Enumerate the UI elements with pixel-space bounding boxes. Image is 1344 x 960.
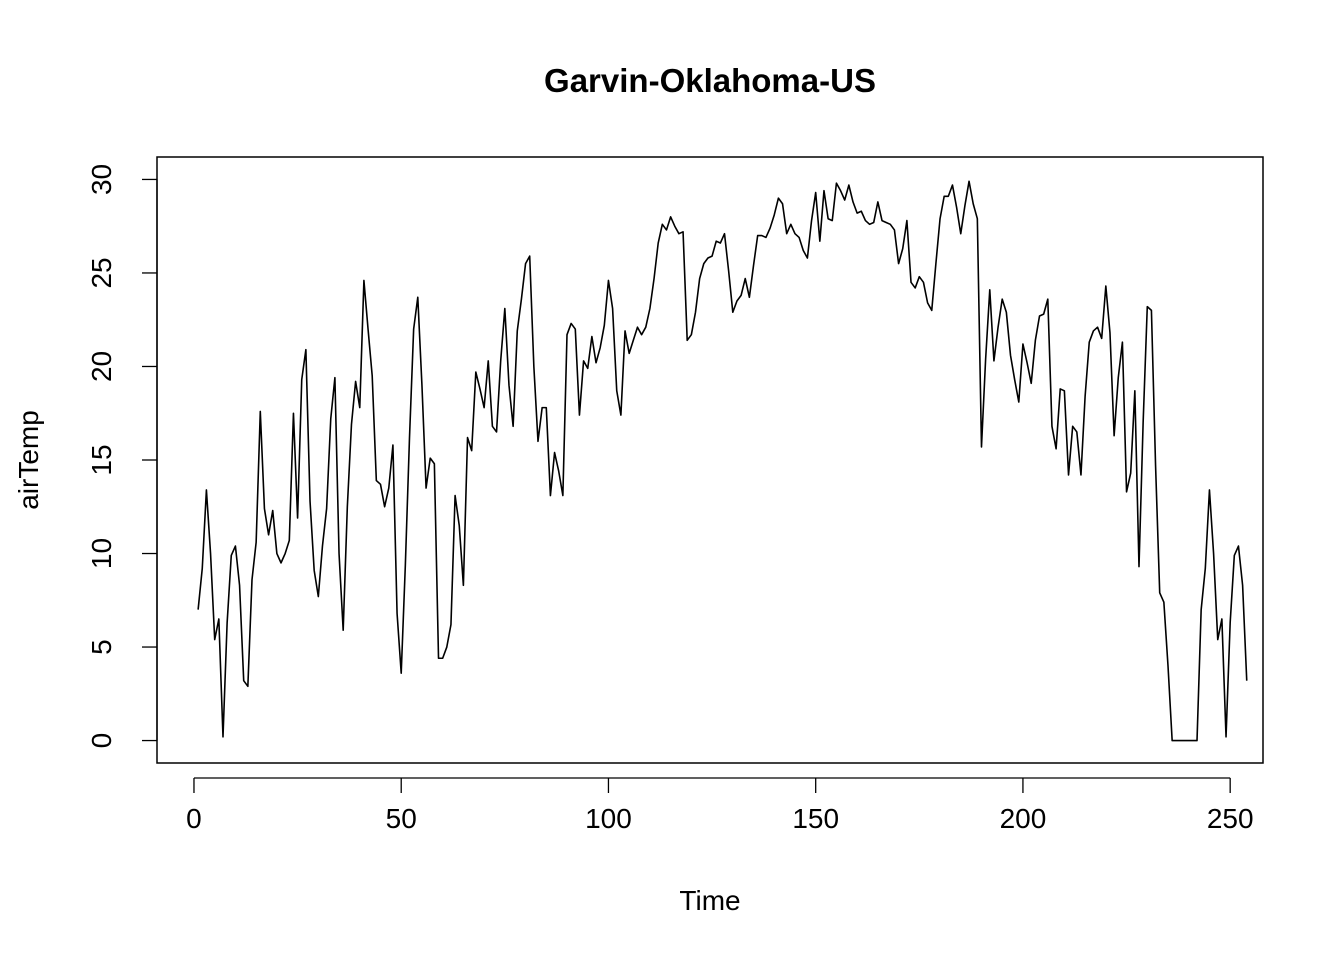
y-tick-label: 10	[86, 538, 117, 569]
y-axis-title: airTemp	[13, 410, 44, 510]
x-tick-label: 50	[386, 803, 417, 834]
x-tick-label: 100	[585, 803, 632, 834]
plot-frame	[156, 156, 1264, 764]
y-tick-label: 20	[86, 351, 117, 382]
y-tick-label: 15	[86, 444, 117, 475]
x-tick-label: 150	[792, 803, 839, 834]
y-axis: 0 5 10 15 20 25 30	[86, 164, 158, 749]
x-tick-label: 250	[1207, 803, 1254, 834]
y-tick-label: 5	[86, 639, 117, 655]
chart-title: Garvin-Oklahoma-US	[544, 62, 876, 99]
y-tick-label: 0	[86, 733, 117, 749]
series-line-airtemp	[197, 180, 1248, 742]
y-tick-label: 30	[86, 164, 117, 195]
y-tick-label: 25	[86, 257, 117, 288]
x-tick-label: 0	[186, 803, 202, 834]
x-tick-label: 200	[1000, 803, 1047, 834]
x-axis: 0 50 100 150 200 250	[186, 777, 1254, 834]
x-axis-title: Time	[679, 885, 740, 916]
